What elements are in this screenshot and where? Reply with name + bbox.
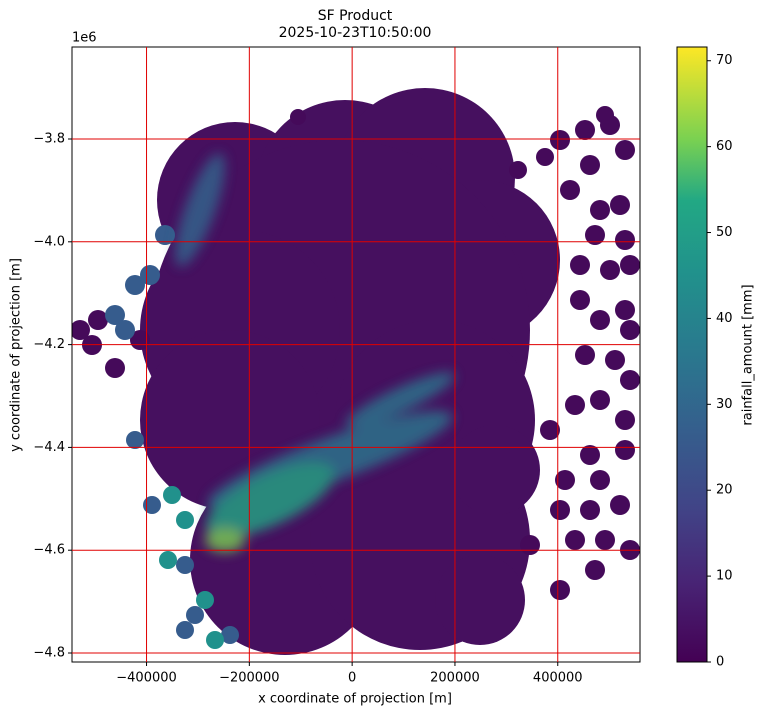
y-tick-label: −4.4 (33, 440, 65, 455)
y-tick-label: −4.2 (33, 337, 65, 352)
rainfall-raster (72, 88, 640, 655)
x-axis-label: x coordinate of projection [m] (258, 692, 452, 707)
x-tick-label: −400000 (116, 671, 177, 686)
y-tick-label: −4.0 (33, 234, 65, 249)
colorbar (676, 46, 708, 663)
axes-frame (71, 46, 641, 663)
colorbar-label: rainfall_amount [mm] (741, 284, 756, 425)
y-offset-label: 1e6 (72, 31, 97, 46)
colorbar-tick-label: 70 (716, 53, 733, 68)
colorbar-tick-label: 0 (716, 655, 724, 670)
y-axis-label: y coordinate of projection [m] (9, 258, 24, 452)
chart-subtitle: 2025-10-23T10:50:00 (279, 25, 432, 41)
chart-title: SF Product (318, 8, 393, 24)
y-tick-label: −4.6 (33, 543, 65, 558)
x-tick-label: 0 (348, 671, 356, 686)
colorbar-tick-label: 40 (716, 311, 733, 326)
colorbar-tick-label: 20 (716, 483, 733, 498)
y-tick-label: −3.8 (33, 132, 65, 147)
colorbar-tick-label: 10 (716, 569, 733, 584)
x-tick-label: 200000 (430, 671, 480, 686)
colorbar-tick-label: 60 (716, 139, 733, 154)
x-tick-label: 400000 (533, 671, 583, 686)
x-tick-label: −200000 (219, 671, 280, 686)
colorbar-tick-label: 50 (716, 225, 733, 240)
y-tick-label: −4.8 (33, 646, 65, 661)
colorbar-tick-label: 30 (716, 397, 733, 412)
